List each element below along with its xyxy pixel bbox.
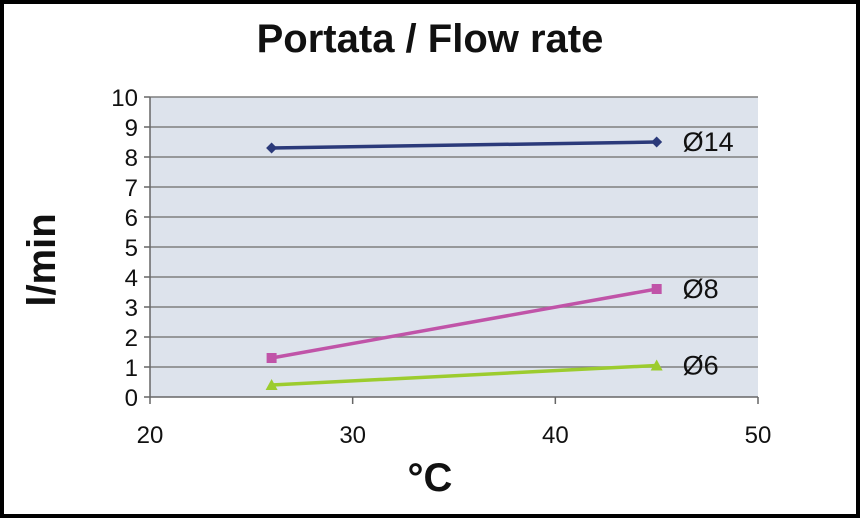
data-point [651,284,662,294]
x-tick-label: 30 [339,422,366,449]
series-group: Ø14 Ø8 Ø6 [265,127,734,390]
y-tick-label: 1 [125,355,138,382]
flow-rate-chart: Portata / Flow rate 0 1 2 3 4 5 6 7 8 9 10 20 30 40 5… [20,17,772,500]
x-tick-labels: 20 30 40 50 [137,422,772,449]
y-tick-label: 0 [125,385,138,412]
series-label: Ø8 [683,274,719,304]
y-tick-label: 8 [125,145,138,172]
series-line [271,140,657,150]
x-tick-label: 40 [542,422,569,449]
y-tick-label: 4 [125,265,138,292]
y-tick-label: 9 [125,115,138,142]
series-line [271,287,657,360]
y-tick-label: 6 [125,205,138,232]
y-axis-title: l/min [20,213,64,306]
chart-title: Portata / Flow rate [257,17,604,61]
x-tick-label: 50 [745,422,772,449]
y-tick-label: 7 [125,175,138,202]
data-point [266,142,278,154]
y-tick-label: 3 [125,295,138,322]
data-point [265,379,278,390]
data-point [266,353,277,363]
series-label: Ø6 [683,351,719,381]
axes [144,96,759,404]
y-tick-labels: 0 1 2 3 4 5 6 7 8 9 10 [111,85,138,412]
y-tick-label: 10 [111,85,138,112]
series-2: Ø8 [266,274,719,363]
x-tick-label: 20 [137,422,164,449]
x-axis-title: °C [408,456,453,500]
series-3: Ø6 [265,351,719,390]
data-point [650,359,663,371]
series-1: Ø14 [266,127,734,157]
data-point [651,136,663,148]
y-tick-label: 2 [125,325,138,352]
series-label: Ø14 [683,127,734,157]
chart-frame: Portata / Flow rate 0 1 2 3 4 5 6 7 8 9 10 20 30 40 5… [4,4,856,514]
y-tick-label: 5 [125,235,138,262]
series-line [271,363,657,387]
gridlines [150,96,758,368]
